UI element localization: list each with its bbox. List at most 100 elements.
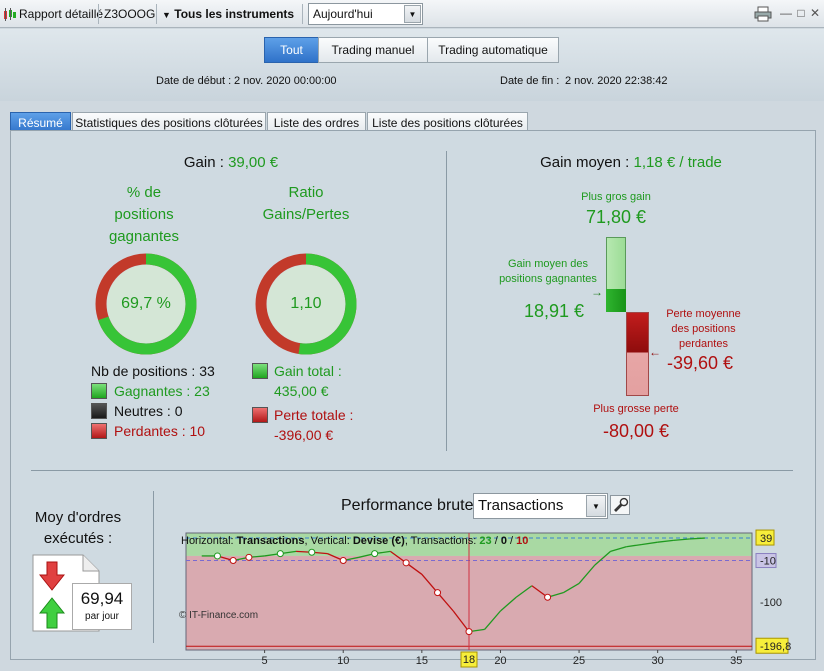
toolbar-divider bbox=[302, 4, 303, 24]
series-point bbox=[229, 557, 237, 565]
report-tabs: Résumé Statistiques des positions clôtur… bbox=[0, 108, 824, 133]
series-point bbox=[371, 550, 379, 558]
filter-manual-button[interactable]: Trading manuel bbox=[318, 37, 428, 63]
series-segment bbox=[484, 610, 501, 630]
series-segment bbox=[437, 592, 454, 612]
summary-panel: Gain : 39,00 € % de positions gagnantes … bbox=[10, 130, 816, 668]
max-loss-label: Plus grosse perte bbox=[593, 403, 679, 415]
series-segment bbox=[689, 537, 705, 540]
total-loss-label: Perte totale : bbox=[274, 407, 354, 423]
series-segment bbox=[657, 539, 674, 543]
neutral-value: 0 bbox=[174, 403, 183, 419]
ratio-donut bbox=[255, 253, 357, 355]
filter-tout-button[interactable]: Tout bbox=[264, 37, 319, 63]
neutral-swatch bbox=[91, 403, 107, 419]
ratio-donut-inner bbox=[267, 265, 345, 343]
ratio-title: Ratio Gains/Pertes bbox=[262, 184, 350, 223]
pct-value: 69,7 % bbox=[121, 295, 171, 312]
series-segment bbox=[594, 550, 611, 566]
winners-label: Gagnantes : bbox=[114, 383, 191, 399]
winners-swatch bbox=[91, 383, 107, 399]
avg-loss-value: -39,60 € bbox=[667, 353, 734, 373]
end-date-value: 2 nov. 2020 22:38:42 bbox=[565, 75, 668, 87]
series-segment bbox=[610, 546, 627, 552]
chevron-down-icon[interactable]: ▼ bbox=[586, 495, 606, 517]
chart-info: Horizontal: Transactions, Vertical: Devi… bbox=[181, 535, 529, 547]
period-select[interactable]: Aujourd'hui ▼ bbox=[308, 3, 423, 25]
period-value: Aujourd'hui bbox=[313, 7, 373, 21]
x-tick-label: 35 bbox=[730, 655, 742, 667]
losers-value: 10 bbox=[189, 423, 206, 439]
info-h-label: Horizontal: bbox=[181, 535, 234, 547]
arrow-down-icon bbox=[39, 561, 65, 591]
tab-closed-stats[interactable]: Statistiques des positions clôturées bbox=[72, 112, 266, 133]
series-point bbox=[213, 552, 221, 560]
series-segment bbox=[515, 585, 533, 598]
series-segment bbox=[578, 564, 596, 584]
total-gain-swatch bbox=[252, 363, 268, 379]
series-point bbox=[434, 589, 442, 597]
total-gain-label: Gain total : bbox=[274, 363, 342, 379]
x-tick-label: 30 bbox=[652, 655, 664, 667]
x-cursor-box bbox=[460, 651, 478, 668]
instruments-dropdown[interactable]: ▼ Tous les instruments bbox=[162, 0, 294, 28]
positions-label: Nb de positions : bbox=[91, 363, 196, 379]
avg-label: Gain moyen : bbox=[540, 154, 630, 171]
neutral-row: Neutres : 0 bbox=[114, 403, 183, 419]
info-t-label: Transactions: bbox=[410, 535, 477, 547]
max-loss-value: -80,00 € bbox=[602, 421, 670, 441]
losers-swatch bbox=[91, 423, 107, 439]
avg-gain-bar bbox=[606, 289, 626, 312]
minimize-icon[interactable]: — bbox=[780, 6, 792, 20]
performance-title: Performance brute bbox=[341, 497, 474, 514]
chevron-down-icon[interactable]: ▼ bbox=[404, 5, 421, 23]
series-segment bbox=[500, 596, 517, 612]
gain-label: Gain : bbox=[183, 154, 224, 171]
y-marker-label: -10 bbox=[760, 556, 776, 568]
y-marker-label: 39 bbox=[760, 533, 772, 545]
tab-resume[interactable]: Résumé bbox=[10, 112, 71, 133]
total-loss-swatch bbox=[252, 407, 268, 423]
close-icon[interactable]: ✕ bbox=[809, 6, 821, 20]
wrench-icon[interactable] bbox=[610, 495, 630, 515]
x-cursor-label: 18 bbox=[463, 654, 475, 666]
toolbar: Rapport détaillé Z3OOOG ▼ Tous les instr… bbox=[0, 0, 824, 28]
pct-donut-fill bbox=[95, 253, 197, 355]
pct-donut-inner bbox=[107, 265, 185, 343]
maximize-icon[interactable]: □ bbox=[797, 6, 805, 20]
series-segment bbox=[421, 573, 439, 594]
ratio-donut-fill bbox=[255, 253, 357, 355]
positions-value: 33 bbox=[199, 363, 215, 379]
series-segment bbox=[626, 543, 643, 548]
orders-value: 69,94 bbox=[80, 589, 124, 608]
avg-header: Gain moyen : 1,18 € / trade bbox=[481, 154, 781, 171]
start-date-value: 2 nov. 2020 00:00:00 bbox=[234, 75, 337, 87]
chevron-down-icon: ▼ bbox=[162, 10, 171, 20]
series-segment bbox=[452, 610, 470, 633]
x-tick-label: 15 bbox=[416, 655, 428, 667]
ratio-value: 1,10 bbox=[290, 295, 322, 312]
losers-label: Perdantes : bbox=[114, 423, 186, 439]
performance-mode-select[interactable]: Transactions ▼ bbox=[473, 493, 608, 519]
performance-chart: 5 10 15 20 25 30 35 39 -10 -100 -196,8 18 bbox=[185, 529, 791, 668]
performance-mode-value: Transactions bbox=[478, 497, 564, 514]
positions-count: Nb de positions : 33 bbox=[91, 363, 215, 379]
info-t-win: 23 bbox=[479, 535, 492, 547]
x-tick-label: 25 bbox=[573, 655, 585, 667]
tab-closed-list[interactable]: Liste des positions clôturées bbox=[367, 112, 528, 133]
orders-value-box bbox=[72, 583, 132, 630]
x-tick-label: 10 bbox=[337, 655, 349, 667]
avg-value: 1,18 € / trade bbox=[633, 154, 722, 171]
tab-orders[interactable]: Liste des ordres bbox=[267, 112, 366, 133]
report-label[interactable]: Rapport détaillé bbox=[19, 7, 104, 21]
arrow-up-icon bbox=[39, 597, 65, 629]
neutral-label: Neutres : bbox=[114, 403, 171, 419]
filter-auto-button[interactable]: Trading automatique bbox=[427, 37, 559, 63]
info-v-label: Vertical: bbox=[310, 535, 350, 547]
account-label[interactable]: Z3OOOG bbox=[104, 7, 156, 21]
info-v-value: Devise (€) bbox=[352, 535, 405, 547]
winners-value: 23 bbox=[194, 383, 210, 399]
total-gain-value: 435,00 € bbox=[274, 383, 329, 399]
printer-icon[interactable] bbox=[754, 6, 772, 22]
section-divider bbox=[31, 470, 793, 471]
